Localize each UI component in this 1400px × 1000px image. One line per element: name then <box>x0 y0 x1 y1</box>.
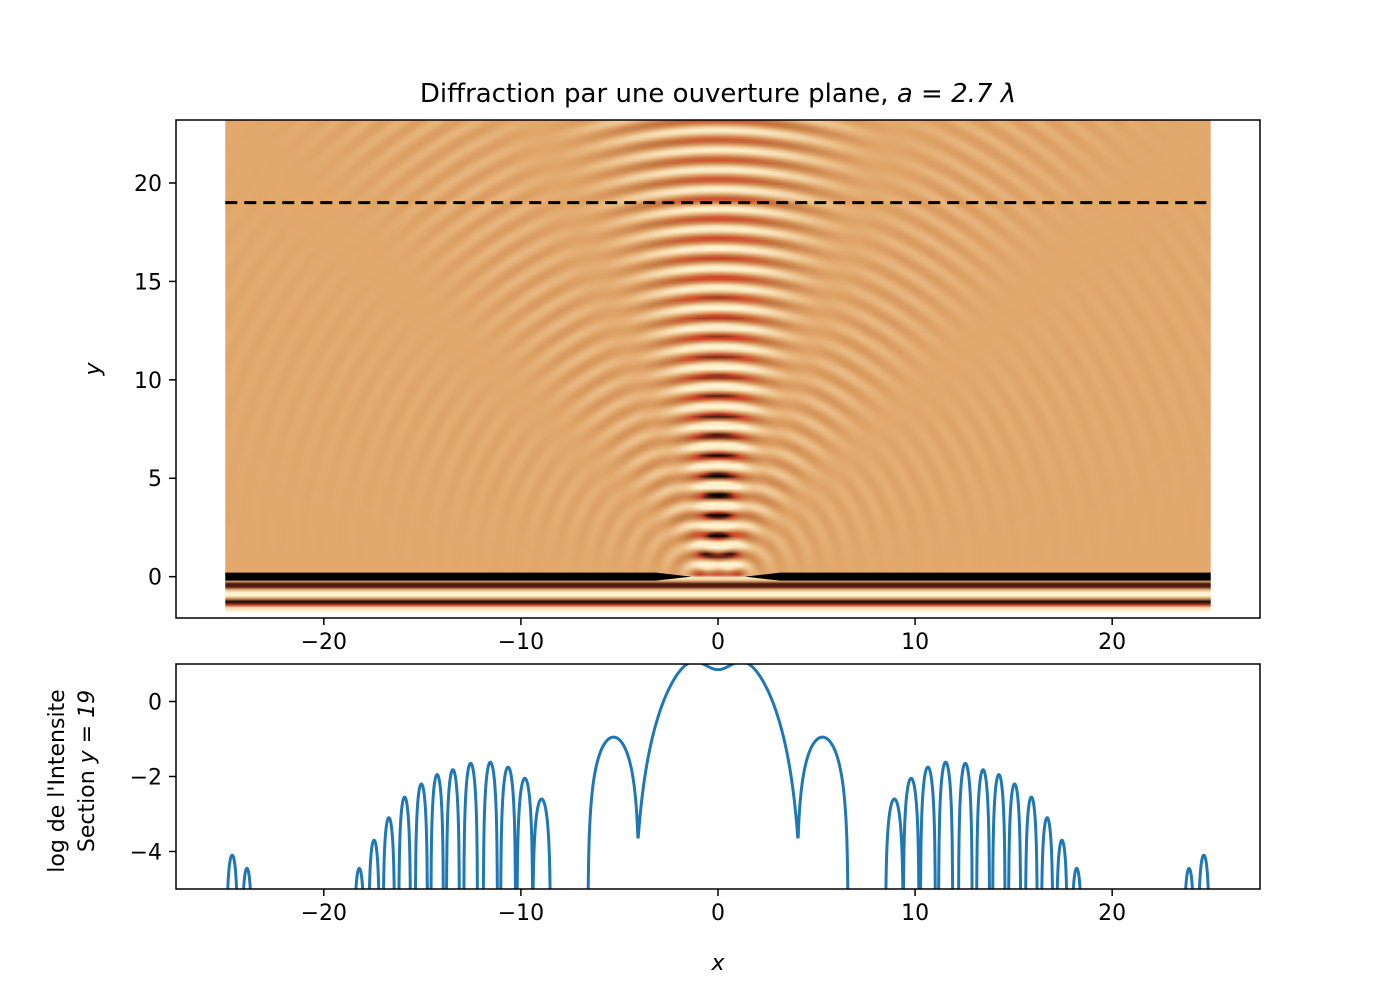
bottom-x-tick-label: −20 <box>301 901 347 926</box>
top-y-axis-label: y <box>81 362 106 377</box>
bottom-y-tick-label: −2 <box>130 766 162 791</box>
bottom-y-tick-label: −4 <box>130 841 162 866</box>
screen-right <box>744 572 1211 581</box>
top-y-tick-label: 5 <box>148 467 162 492</box>
top-x-tick-label: −10 <box>498 630 544 655</box>
bottom-x-tick-label: 10 <box>901 901 929 926</box>
bottom-y-axis-label-math: y = 19 <box>75 690 100 764</box>
top-x-tick-label: 20 <box>1098 630 1126 655</box>
chart-title-math: a = 2.7 λ <box>897 79 1016 109</box>
bottom-x-tick-label: −10 <box>498 901 544 926</box>
chart-title-text: Diffraction par une ouverture plane, <box>420 79 897 109</box>
bottom-x-axis-label: x <box>710 951 725 976</box>
chart-title: Diffraction par une ouverture plane, a =… <box>420 79 1016 109</box>
bottom-x-tick-label: 0 <box>711 901 725 926</box>
aperture-screen <box>225 572 1211 581</box>
bottom-x-tick-label: 20 <box>1098 901 1126 926</box>
top-y-tick-label: 15 <box>134 270 162 295</box>
top-x-tick-label: 10 <box>901 630 929 655</box>
intensity-section-panel: −20 −10 0 10 20 −4−20 x log de l'Intensite S… <box>45 663 1261 976</box>
bottom-y-axis-label-line2: Section y = 19 <box>75 690 100 852</box>
top-x-ticks: −20 −10 0 10 20 <box>301 618 1126 655</box>
top-y-tick-label: 0 <box>148 566 162 591</box>
bottom-y-axis-label-line1: log de l'Intensite <box>45 689 70 872</box>
bottom-y-ticks: −4 −2 0 <box>130 691 176 866</box>
wave-field-image <box>225 120 1211 613</box>
top-y-tick-label: 10 <box>134 369 162 394</box>
top-x-tick-label: −20 <box>301 630 347 655</box>
bottom-y-axis-label-section: Section <box>75 763 100 852</box>
bottom-axes-frame <box>175 663 1261 890</box>
bottom-y-tick-label: 0 <box>148 691 162 716</box>
screen-left <box>225 572 692 581</box>
bottom-x-ticks: −20 −10 0 10 20 <box>301 889 1126 926</box>
intensity-line-series <box>226 664 1210 889</box>
diffraction-heatmap-panel: Diffraction par une ouverture plane, a =… <box>81 79 1261 655</box>
top-y-tick-label: 20 <box>134 172 162 197</box>
top-y-ticks: 0 5 10 15 20 <box>134 172 176 591</box>
top-x-tick-label: 0 <box>711 630 725 655</box>
